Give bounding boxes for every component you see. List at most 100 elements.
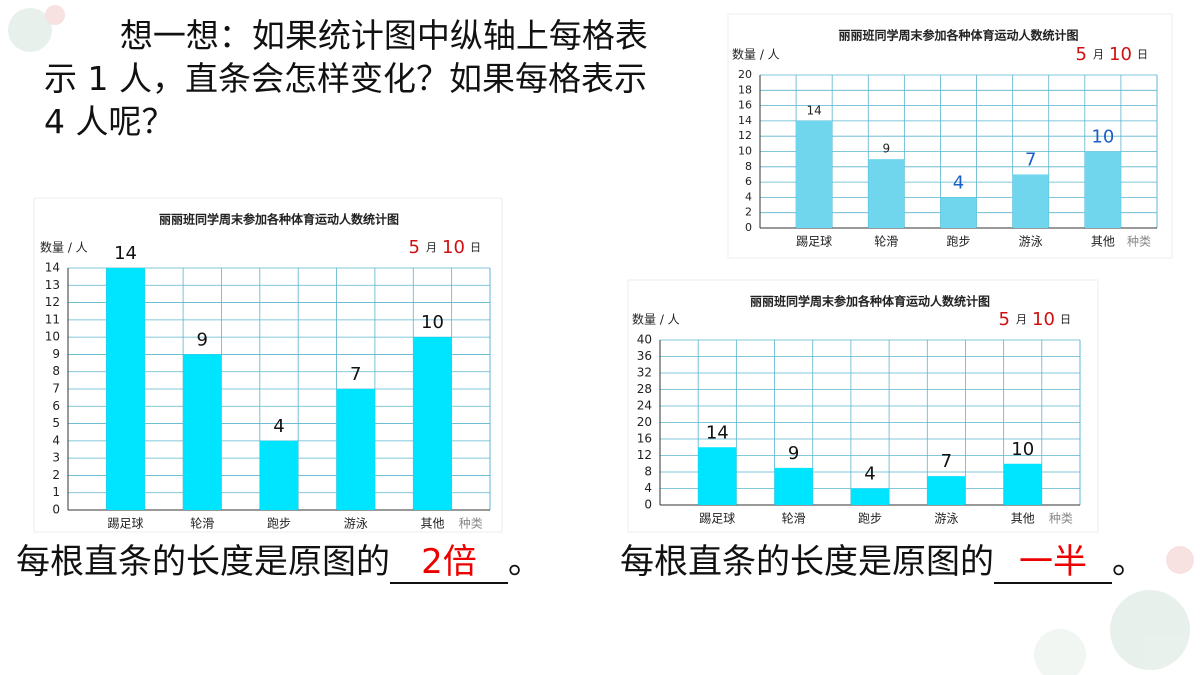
y-tick-label: 0 xyxy=(644,498,652,512)
y-tick-label: 24 xyxy=(637,399,652,413)
x-axis-label: 种类 xyxy=(1127,235,1151,249)
chart-title: 丽丽班同学周末参加各种体育运动人数统计图 xyxy=(750,294,990,309)
bar xyxy=(850,488,890,505)
decoration xyxy=(8,5,1194,675)
answer: 每根直条的长度是原图的 一半。 xyxy=(620,534,1146,584)
y-tick-label: 16 xyxy=(637,432,652,446)
date-month: 5 xyxy=(409,237,420,258)
value-label: 7 xyxy=(1025,149,1036,170)
bar xyxy=(336,389,375,510)
y-tick-label: 12 xyxy=(45,295,60,309)
date-month: 5 xyxy=(1076,44,1087,65)
y-tick-label: 2 xyxy=(745,206,752,219)
bar xyxy=(1012,174,1049,228)
y-tick-label: 28 xyxy=(637,382,652,396)
answer-blank: 2倍 xyxy=(390,542,508,584)
x-tick-label: 跑步 xyxy=(946,235,970,249)
value-label: 4 xyxy=(953,172,964,193)
y-tick-label: 6 xyxy=(52,399,60,413)
y-tick-label: 13 xyxy=(45,278,60,292)
x-axis-label: 种类 xyxy=(459,517,483,531)
value-label: 10 xyxy=(1011,439,1034,460)
y-tick-label: 9 xyxy=(52,347,60,361)
bar xyxy=(259,440,299,510)
y-tick-label: 40 xyxy=(637,333,652,347)
y-tick-label: 18 xyxy=(738,83,752,96)
y-axis-label: 数量 / 人 xyxy=(732,47,780,62)
y-tick-label: 8 xyxy=(52,364,60,378)
x-tick-label: 轮滑 xyxy=(190,517,214,531)
y-tick-label: 36 xyxy=(637,349,652,363)
x-tick-label: 跑步 xyxy=(267,517,291,531)
y-tick-label: 0 xyxy=(52,503,60,517)
x-tick-label: 其他 xyxy=(1091,235,1115,249)
bar xyxy=(106,268,145,510)
y-tick-label: 32 xyxy=(637,366,652,380)
value-label: 14 xyxy=(706,422,729,443)
x-tick-label: 跑步 xyxy=(858,512,882,526)
question: 想一想：如果统计图中纵轴上每格表示 1 人，直条会怎样变化？如果每格表示 4 人… xyxy=(44,16,648,141)
answer-end: 。 xyxy=(1112,542,1146,582)
value-label: 4 xyxy=(273,416,284,437)
value-label: 9 xyxy=(197,329,208,350)
x-tick-label: 踢足球 xyxy=(108,517,144,531)
x-axis-label: 种类 xyxy=(1049,512,1073,526)
y-tick-label: 20 xyxy=(637,415,652,429)
x-tick-label: 轮滑 xyxy=(782,512,806,526)
chart-title: 丽丽班同学周末参加各种体育运动人数统计图 xyxy=(838,28,1078,43)
value-label: 14 xyxy=(806,103,821,117)
y-tick-label: 16 xyxy=(738,99,752,112)
x-tick-label: 轮滑 xyxy=(874,235,898,249)
date-month: 5 xyxy=(999,309,1010,330)
chart-title: 丽丽班同学周末参加各种体育运动人数统计图 xyxy=(159,212,399,227)
date-month-unit: 月 xyxy=(426,241,437,254)
y-tick-label: 8 xyxy=(745,160,752,173)
bar xyxy=(1084,151,1121,228)
y-tick-label: 8 xyxy=(644,465,652,479)
y-tick-label: 20 xyxy=(738,68,752,81)
value-label: 7 xyxy=(350,364,361,385)
x-tick-label: 踢足球 xyxy=(699,512,735,526)
bar xyxy=(940,197,977,228)
bar xyxy=(796,120,833,228)
date-day: 10 xyxy=(1109,44,1132,65)
answer: 每根直条的长度是原图的 2倍。 xyxy=(16,534,542,584)
value-label: 9 xyxy=(788,443,799,464)
date-day-unit: 日 xyxy=(470,241,481,254)
value-label: 9 xyxy=(882,142,890,156)
y-axis-label: 数量 / 人 xyxy=(40,240,88,255)
y-tick-label: 7 xyxy=(52,382,60,396)
answer-blank: 一半 xyxy=(994,542,1112,584)
date-day-unit: 日 xyxy=(1137,48,1148,61)
y-tick-label: 6 xyxy=(745,175,752,188)
y-tick-label: 1 xyxy=(52,485,60,499)
bar xyxy=(927,476,966,505)
y-tick-label: 14 xyxy=(45,261,60,275)
y-tick-label: 12 xyxy=(738,129,752,142)
x-tick-label: 其他 xyxy=(420,517,444,531)
value-label: 4 xyxy=(864,464,875,485)
bar xyxy=(868,159,905,228)
y-tick-label: 12 xyxy=(637,448,652,462)
date-day-unit: 日 xyxy=(1060,313,1071,326)
y-tick-label: 4 xyxy=(52,433,60,447)
date-day: 10 xyxy=(1032,309,1055,330)
y-tick-label: 14 xyxy=(738,114,752,127)
value-label: 14 xyxy=(114,243,137,264)
y-tick-label: 10 xyxy=(45,330,60,344)
x-tick-label: 游泳 xyxy=(1019,235,1043,249)
bar xyxy=(698,447,737,505)
y-tick-label: 0 xyxy=(745,221,752,234)
bar xyxy=(774,467,813,505)
value-label: 7 xyxy=(941,451,952,472)
answer-text: 每根直条的长度是原图的 xyxy=(16,542,390,582)
date-day: 10 xyxy=(442,237,465,258)
y-tick-label: 11 xyxy=(45,312,60,326)
y-axis-label: 数量 / 人 xyxy=(632,312,680,327)
y-tick-label: 5 xyxy=(52,416,60,430)
